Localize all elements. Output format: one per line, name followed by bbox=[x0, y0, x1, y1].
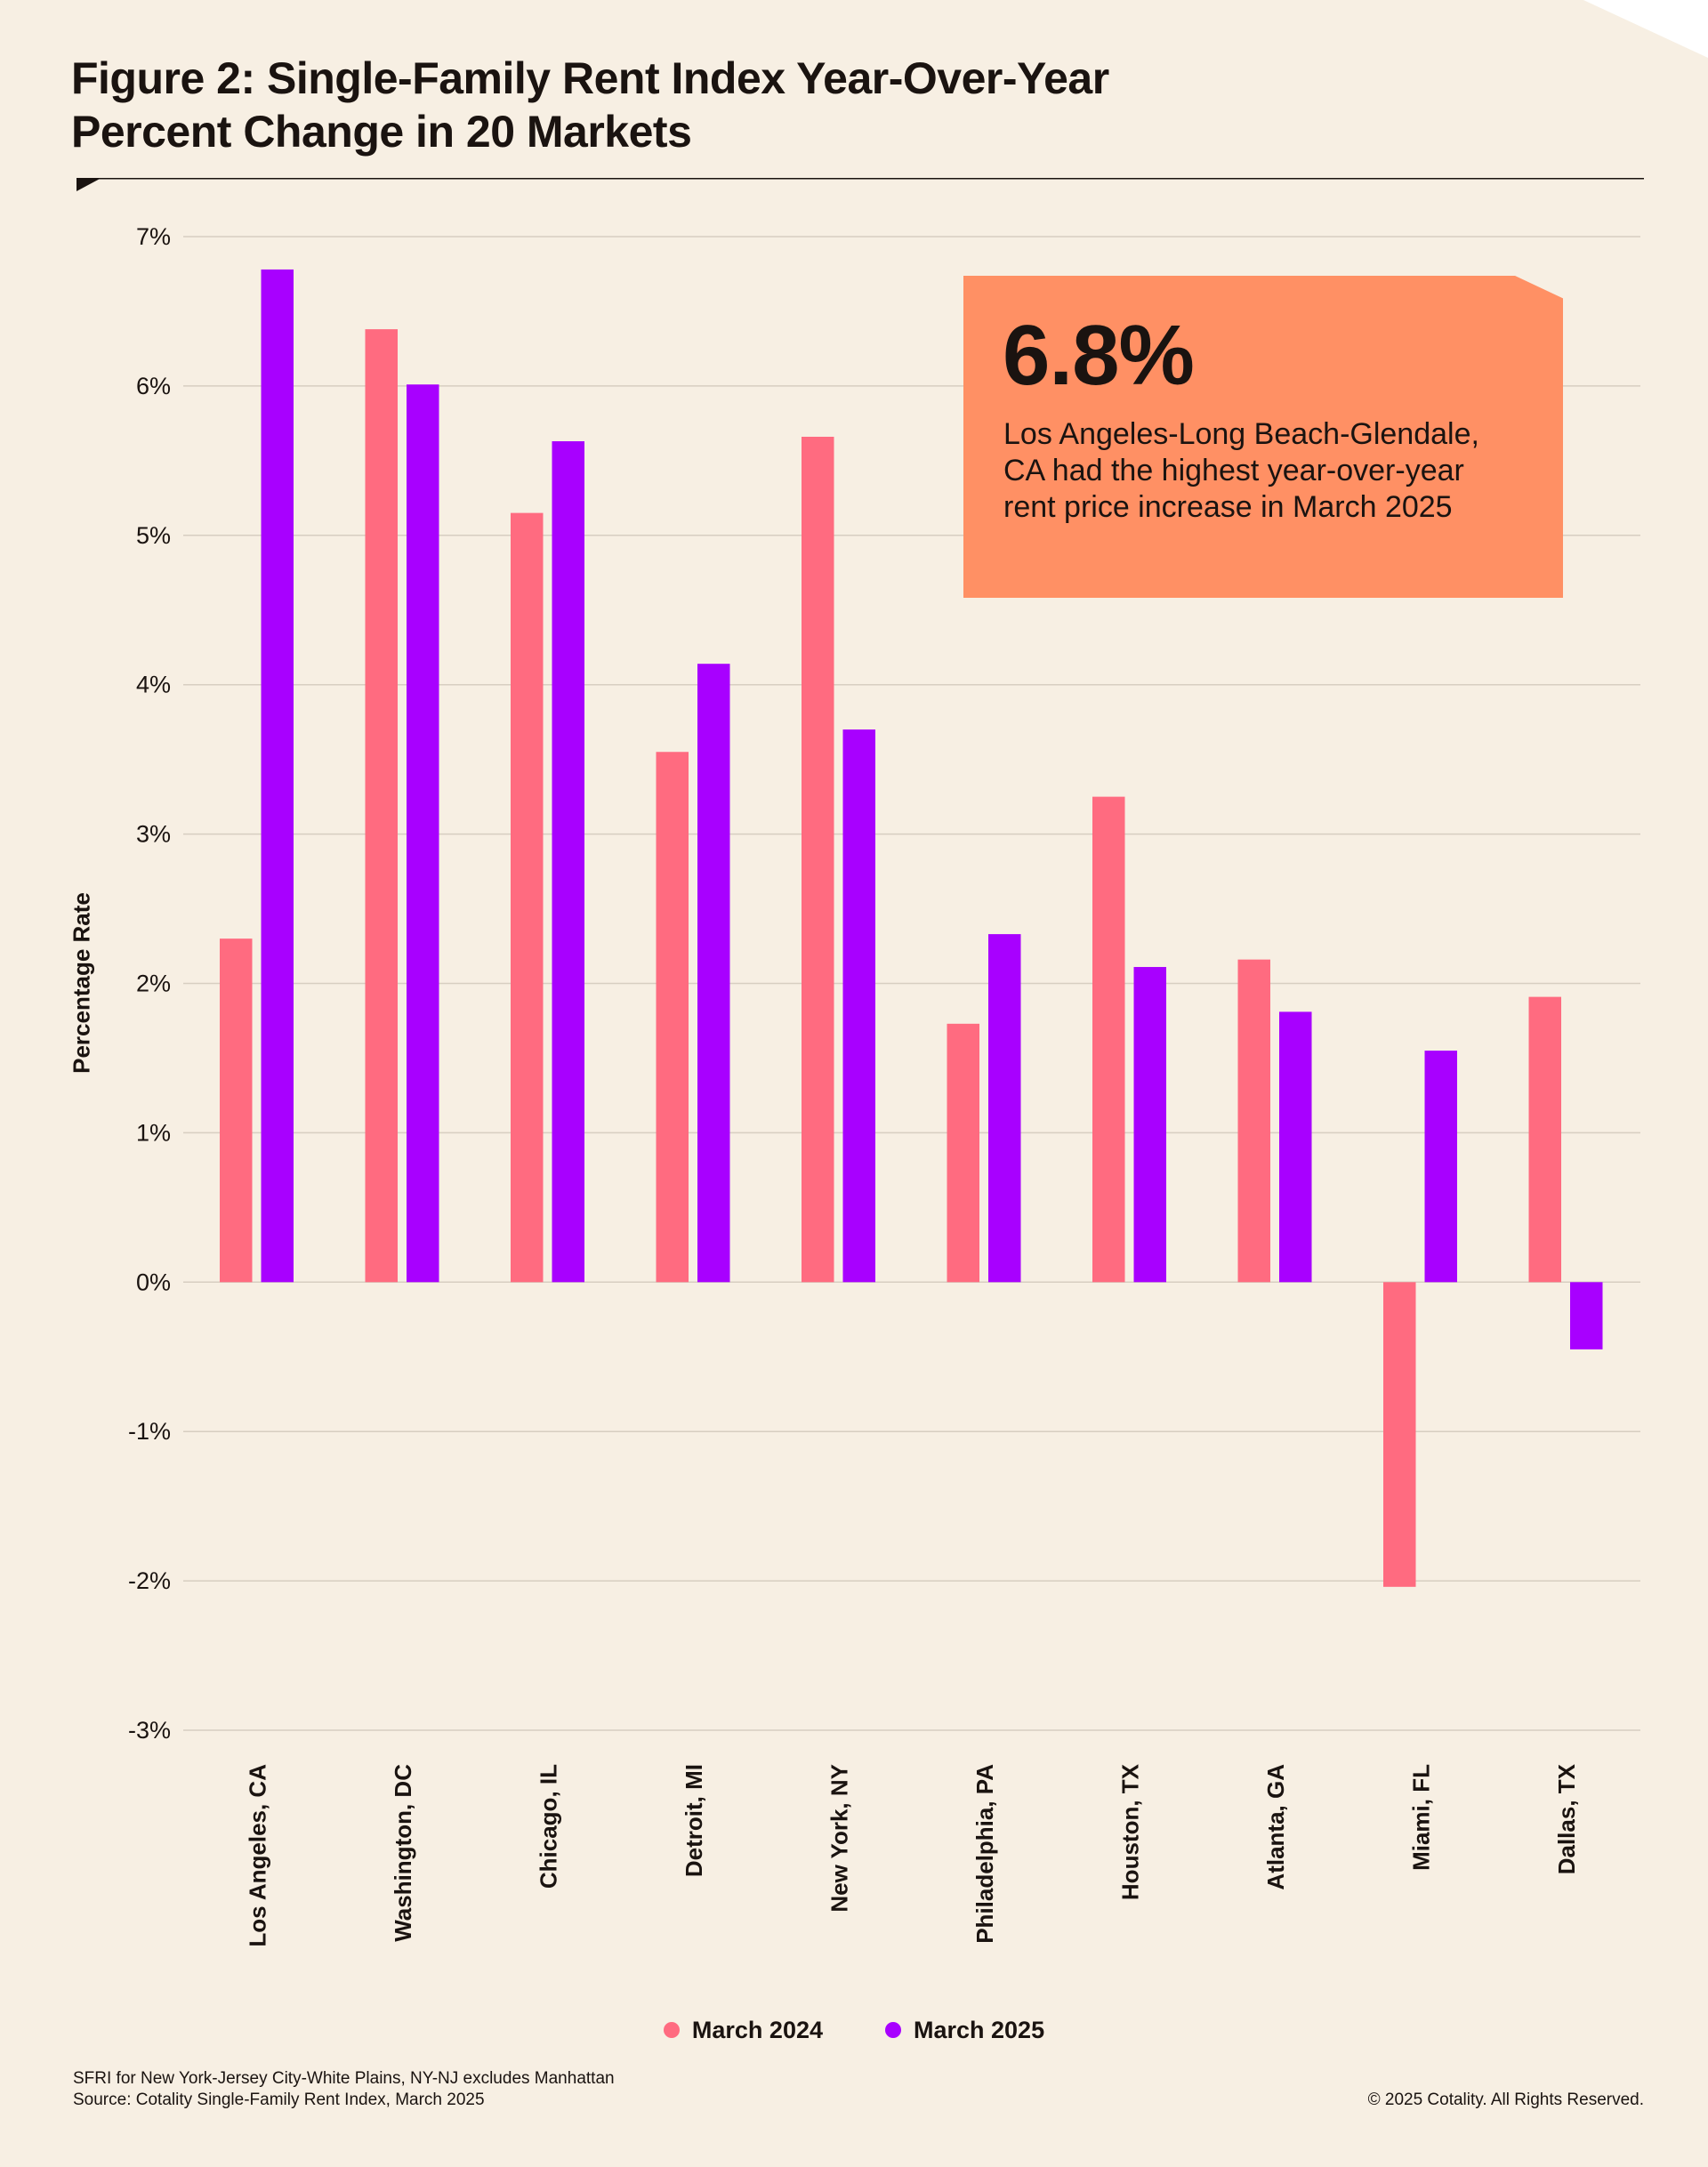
callout-text: Los Angeles-Long Beach-Glendale, CA had … bbox=[1003, 417, 1479, 524]
legend-label: March 2025 bbox=[914, 2016, 1045, 2043]
legend-item-march-2025: March 2025 bbox=[885, 2012, 1044, 2048]
x-category-label: New York, NY bbox=[826, 1764, 853, 1913]
chart-title: Figure 2: Single-Family Rent Index Year-… bbox=[71, 52, 1317, 158]
title-line-1: Figure 2: Single-Family Rent Index Year-… bbox=[71, 53, 1109, 103]
x-category-label: Dallas, TX bbox=[1553, 1763, 1580, 1874]
y-tick-label: 5% bbox=[136, 522, 171, 549]
bar bbox=[407, 384, 439, 1283]
x-category-label: Chicago, IL bbox=[536, 1764, 562, 1889]
bar bbox=[1092, 796, 1125, 1283]
bar bbox=[365, 329, 398, 1283]
legend-label: March 2024 bbox=[691, 2016, 823, 2043]
bar bbox=[656, 752, 689, 1283]
bar bbox=[1383, 1282, 1416, 1587]
legend-item-march-2024: March 2024 bbox=[663, 2012, 823, 2048]
footnote: SFRI for New York-Jersey City-White Plai… bbox=[73, 2068, 615, 2111]
y-tick-label: 6% bbox=[136, 373, 171, 399]
chart-legend: March 2024 March 2025 bbox=[0, 2012, 1708, 2048]
bar bbox=[1570, 1282, 1603, 1349]
y-tick-label: -1% bbox=[128, 1418, 171, 1445]
callout-value: 6.8% bbox=[1003, 308, 1195, 403]
bar bbox=[261, 269, 294, 1283]
x-category-label: Miami, FL bbox=[1408, 1764, 1435, 1871]
bar bbox=[552, 441, 584, 1283]
legend-dot-icon bbox=[663, 2022, 680, 2038]
y-tick-label: 7% bbox=[136, 223, 171, 250]
y-tick-label: 1% bbox=[136, 1119, 171, 1146]
bar bbox=[1237, 959, 1270, 1283]
highlight-callout: 6.8% Los Angeles-Long Beach-Glendale, CA… bbox=[963, 276, 1563, 598]
title-divider bbox=[77, 178, 1644, 191]
bar bbox=[1424, 1051, 1457, 1283]
bar bbox=[1133, 967, 1166, 1283]
y-tick-label: -2% bbox=[128, 1567, 171, 1594]
x-category-label: Atlanta, GA bbox=[1262, 1764, 1289, 1890]
bar bbox=[842, 729, 875, 1283]
y-tick-label: 4% bbox=[136, 672, 171, 698]
bar bbox=[511, 512, 544, 1283]
bars bbox=[220, 269, 1603, 1587]
bar bbox=[697, 664, 730, 1283]
bar bbox=[1528, 996, 1561, 1283]
y-tick-label: -3% bbox=[128, 1717, 171, 1744]
bar bbox=[1279, 1011, 1312, 1283]
copyright: © 2025 Cotality. All Rights Reserved. bbox=[1367, 2090, 1644, 2109]
source-line: Source: Cotality Single-Family Rent Inde… bbox=[73, 2090, 485, 2109]
x-category-label: Detroit, MI bbox=[681, 1764, 707, 1877]
title-line-2: Percent Change in 20 Markets bbox=[71, 107, 692, 157]
corner-fold-decoration bbox=[1583, 0, 1708, 58]
x-category-label: Houston, TX bbox=[1117, 1763, 1144, 1900]
bar bbox=[988, 934, 1021, 1283]
x-category-label: Philadelphia, PA bbox=[971, 1764, 998, 1944]
bar bbox=[802, 436, 834, 1283]
bar bbox=[947, 1023, 979, 1283]
y-tick-label: 2% bbox=[136, 971, 171, 997]
legend-dot-icon bbox=[885, 2022, 901, 2038]
footnote-line-1: SFRI for New York-Jersey City-White Plai… bbox=[73, 2069, 615, 2088]
bar bbox=[220, 938, 253, 1283]
x-axis-categories: Los Angeles, CA Washington, DC Chicago, IL… bbox=[245, 1763, 1581, 1946]
y-tick-label: 0% bbox=[136, 1269, 171, 1295]
y-axis-ticks: 7% 6% 5% 4% 3% 2% 1% 0% -1% -2% -3% bbox=[128, 223, 171, 1744]
y-axis-label: Percentage Rate bbox=[68, 892, 95, 1074]
x-category-label: Los Angeles, CA bbox=[245, 1764, 271, 1947]
x-category-label: Washington, DC bbox=[390, 1764, 416, 1942]
y-tick-label: 3% bbox=[136, 821, 171, 848]
